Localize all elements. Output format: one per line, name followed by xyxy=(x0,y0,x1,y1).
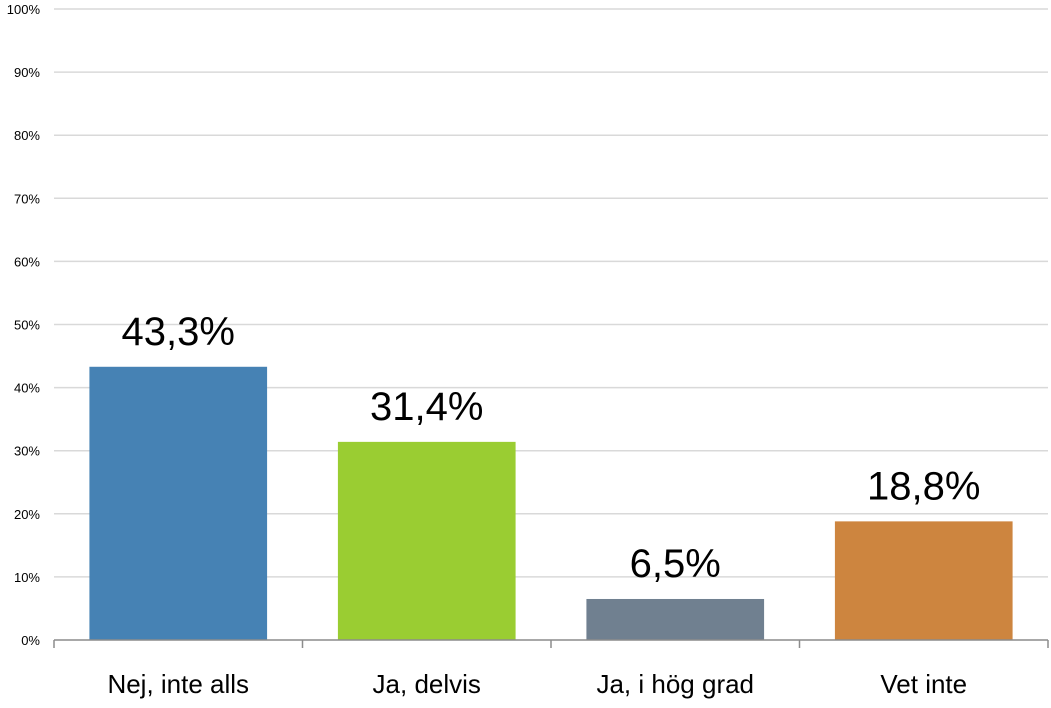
category-label: Vet inte xyxy=(880,669,967,699)
data-label: 31,4% xyxy=(370,385,483,429)
data-labels: 43,3% 31,4% 6,5% 18,8% xyxy=(122,310,981,586)
category-labels: Nej, inte alls Ja, delvis Ja, i hög grad Ve… xyxy=(107,669,967,699)
y-tick-label: 60% xyxy=(14,254,40,269)
y-tick-label: 0% xyxy=(21,633,40,648)
category-label: Nej, inte alls xyxy=(107,669,249,699)
y-tick-label: 90% xyxy=(14,65,40,80)
data-label: 6,5% xyxy=(630,542,721,586)
bar xyxy=(834,521,1013,640)
bars xyxy=(89,366,1013,640)
data-label: 43,3% xyxy=(122,310,235,354)
category-label: Ja, i hög grad xyxy=(596,669,754,699)
y-tick-label: 10% xyxy=(14,570,40,585)
y-tick-label: 100% xyxy=(7,2,41,17)
y-axis-tick-labels: 0% 10% 20% 30% 40% 50% 60% 70% 80% 90% 100% xyxy=(7,2,41,648)
data-label: 18,8% xyxy=(867,464,980,508)
y-tick-label: 30% xyxy=(14,444,40,459)
bar xyxy=(89,366,268,640)
y-tick-label: 50% xyxy=(14,318,40,333)
y-tick-label: 70% xyxy=(14,191,40,206)
bar xyxy=(337,441,516,640)
y-tick-label: 20% xyxy=(14,507,40,522)
y-tick-label: 40% xyxy=(14,381,40,396)
category-label: Ja, delvis xyxy=(373,669,481,699)
x-axis xyxy=(53,639,1049,648)
bar xyxy=(586,598,765,640)
y-tick-label: 80% xyxy=(14,128,40,143)
